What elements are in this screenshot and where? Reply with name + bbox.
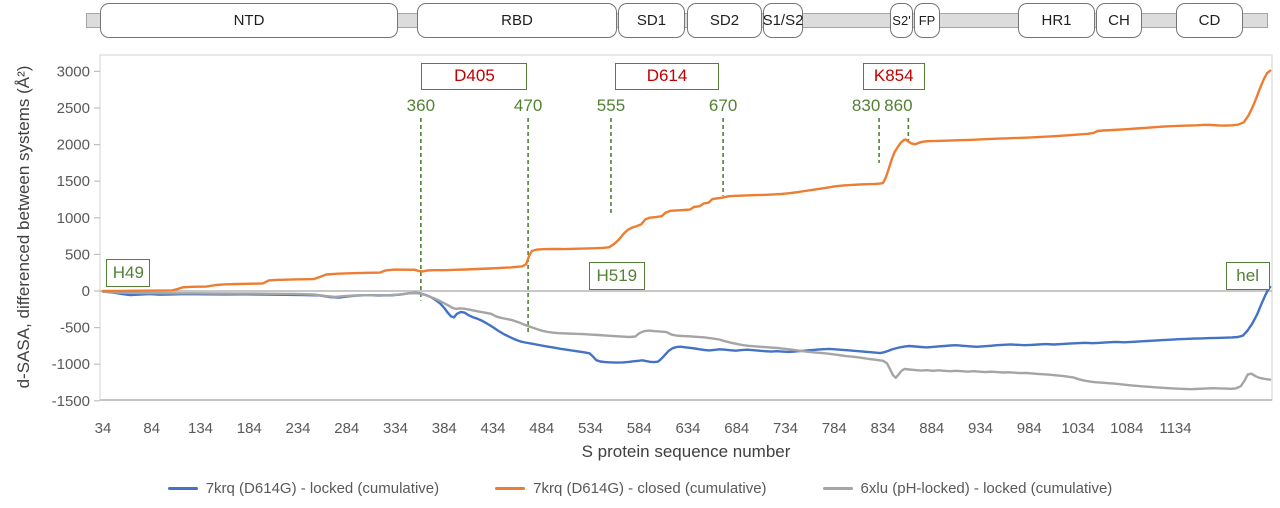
x-tick-label: 1084 (1110, 420, 1143, 437)
series-line-7krq-d614g-closed-cumulative- (101, 69, 1272, 293)
mutation-label-d405: D405 (421, 62, 528, 90)
x-tick-label: 1034 (1061, 420, 1094, 437)
x-tick-label: 184 (237, 420, 262, 437)
y-axis-title: d-SASA, differenced between systems (Å²) (14, 65, 33, 389)
domain-box-s2: S2' (890, 3, 913, 38)
series-line-7krq-d614g-locked-cumulative- (101, 285, 1272, 364)
guide-line-label-860: 860 (884, 96, 912, 115)
legend-label: 7krq (D614G) - locked (cumulative) (205, 480, 440, 497)
x-axis-title: S protein sequence number (581, 442, 791, 461)
legend: 7krq (D614G) - locked (cumulative) 7krq … (0, 480, 1280, 497)
mutation-label-k854: K854 (862, 62, 925, 90)
x-tick-label: 34 (95, 420, 112, 437)
x-tick-label: 684 (724, 420, 749, 437)
residue-label-hel: hel (1225, 261, 1270, 290)
guide-line-label-670: 670 (709, 96, 737, 115)
y-tick-label: -500 (60, 320, 90, 337)
mutation-label-d614: D614 (615, 62, 720, 90)
y-tick-label: 2500 (57, 100, 90, 117)
y-tick-label: 500 (65, 246, 90, 263)
x-tick-label: 84 (143, 420, 160, 437)
y-tick-label: 3000 (57, 63, 90, 80)
x-tick-label: 534 (578, 420, 603, 437)
y-tick-label: 1000 (57, 210, 90, 227)
legend-item-6xlu-locked: 6xlu (pH-locked) - locked (cumulative) (822, 480, 1113, 497)
x-tick-label: 1134 (1159, 420, 1191, 437)
x-tick-label: 784 (822, 420, 847, 437)
legend-swatch-orange-line (495, 486, 526, 491)
residue-label-h519: H519 (588, 261, 645, 290)
residue-label-h49: H49 (106, 258, 151, 287)
x-tick-label: 234 (285, 420, 310, 437)
x-tick-label: 434 (480, 420, 505, 437)
y-tick-label: -1500 (52, 393, 90, 410)
y-tick-label: -1000 (52, 356, 90, 373)
guide-line-label-360: 360 (407, 96, 435, 115)
x-tick-label: 834 (870, 420, 895, 437)
x-tick-label: 634 (675, 420, 700, 437)
x-tick-label: 734 (773, 420, 798, 437)
x-tick-label: 284 (334, 420, 359, 437)
series-line-6xlu-ph-locked-locked-cumulative- (101, 290, 1272, 391)
legend-label: 7krq (D614G) - closed (cumulative) (533, 480, 767, 497)
y-tick-label: 1500 (57, 173, 90, 190)
legend-item-7krq-locked: 7krq (D614G) - locked (cumulative) (167, 480, 440, 497)
x-tick-label: 334 (383, 420, 408, 437)
x-tick-label: 884 (919, 420, 944, 437)
x-tick-label: 134 (188, 420, 213, 437)
domain-box-sd1: SD1 (618, 3, 685, 38)
guide-line-label-555: 555 (597, 96, 625, 115)
x-tick-label: 934 (968, 420, 993, 437)
domain-box-rbd: RBD (417, 3, 617, 38)
x-tick-label: 584 (627, 420, 652, 437)
domain-box-ntd: NTD (100, 3, 398, 38)
domain-box-ch: CH (1096, 3, 1142, 38)
domain-box-s1s2: S1/S2 (763, 3, 803, 38)
legend-label: 6xlu (pH-locked) - locked (cumulative) (860, 480, 1113, 497)
domain-box-hr1: HR1 (1018, 3, 1095, 38)
domain-box-cd: CD (1176, 3, 1243, 38)
legend-swatch-gray-line (822, 486, 853, 491)
x-tick-label: 384 (432, 420, 457, 437)
y-tick-label: 0 (82, 283, 90, 300)
x-tick-label: 484 (529, 420, 554, 437)
legend-swatch-blue-line (167, 486, 198, 491)
domain-box-sd2: SD2 (687, 3, 762, 38)
legend-item-7krq-closed: 7krq (D614G) - closed (cumulative) (495, 480, 767, 497)
domain-box-fp: FP (914, 3, 940, 38)
guide-line-label-470: 470 (514, 96, 542, 115)
x-tick-label: 984 (1017, 420, 1042, 437)
guide-line-label-830: 830 (852, 96, 880, 115)
y-tick-label: 2000 (57, 137, 90, 154)
protein-domain-diagram: NTD RBD SD1 SD2 S1/S2 S2' FP HR1 CH CD (0, 0, 1280, 42)
